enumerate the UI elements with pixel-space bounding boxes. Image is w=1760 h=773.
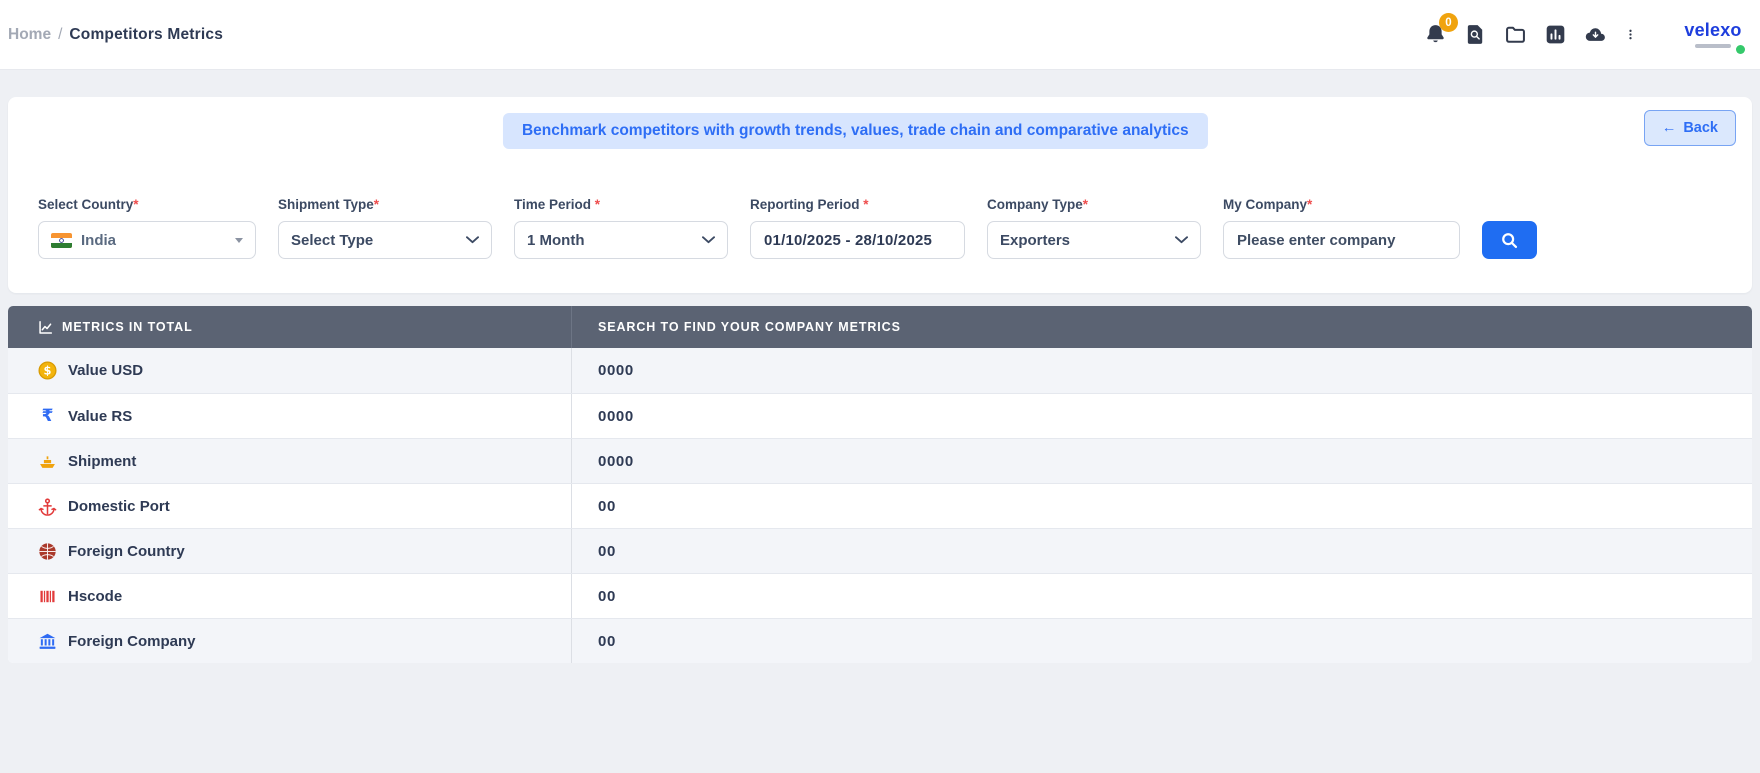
page-title: Competitors Metrics [69,25,224,43]
company-type-value: Exporters [1000,231,1071,249]
document-search-icon[interactable] [1464,23,1487,46]
kebab-menu-icon[interactable] [1624,23,1637,46]
globe-icon [38,542,57,561]
reporting-period-label: Reporting Period [750,197,864,212]
breadcrumb-separator: / [58,25,63,43]
required-asterisk: * [373,197,380,212]
my-company-input[interactable] [1223,221,1460,259]
reporting-period-input[interactable] [750,221,965,259]
top-icon-toolbar: 0 [1424,13,1754,54]
my-company-field: My Company* [1223,197,1460,259]
filter-panel: Benchmark competitors with growth trends… [8,97,1752,293]
logo-text: velexo [1684,20,1742,40]
country-label: Select Country [38,197,134,212]
dollar-coin-icon: $ [38,361,57,380]
company-type-select[interactable]: Exporters [987,221,1201,259]
back-arrow-icon: ← [1661,120,1677,136]
line-chart-icon [39,320,53,334]
metric-value: 0000 [598,452,634,470]
time-period-select[interactable]: 1 Month [514,221,728,259]
required-asterisk: * [863,197,869,212]
table-row: Foreign Company 00 [8,618,1752,663]
breadcrumb: Home / Competitors Metrics [8,26,223,44]
time-period-value: 1 Month [527,231,585,249]
required-asterisk: * [1082,197,1089,212]
metrics-table: METRICS IN TOTAL SEARCH TO FIND YOUR COM… [8,306,1752,663]
column-header-metrics: METRICS IN TOTAL [62,320,193,334]
required-asterisk: * [594,197,601,212]
table-header-row: METRICS IN TOTAL SEARCH TO FIND YOUR COM… [8,306,1752,348]
rupee-icon: ₹ [41,405,54,426]
chevron-down-icon [702,236,715,244]
india-flag-icon [51,232,72,248]
metric-value: 0000 [598,407,634,425]
back-button[interactable]: ← Back [1643,110,1736,146]
status-dot [1736,45,1745,54]
table-body: $ Value USD 0000 ₹ Value RS 0000 Shipmen… [8,348,1752,663]
table-row: ₹ Value RS 0000 [8,393,1752,438]
metric-value: 00 [598,542,616,560]
company-type-field: Company Type* Exporters [987,197,1201,259]
search-button[interactable] [1482,221,1537,259]
shipment-type-value: Select Type [291,231,374,249]
bar-chart-icon[interactable] [1544,23,1567,46]
table-row: Foreign Country 00 [8,528,1752,573]
table-row: Domestic Port 00 [8,483,1752,528]
bell-icon[interactable]: 0 [1424,13,1458,46]
shipment-type-field: Shipment Type* Select Type [278,197,492,259]
filter-row: Select Country* India Sh [8,151,1752,259]
metric-value: 00 [598,632,616,650]
search-icon [1502,232,1518,248]
metric-label: Foreign Country [68,542,185,560]
breadcrumb-home-link[interactable]: Home [8,25,52,43]
time-period-label: Time Period [514,197,595,212]
reporting-period-field: Reporting Period * [750,197,965,259]
bank-icon [38,632,57,651]
logo-tagline [1695,44,1731,48]
metric-label: Domestic Port [68,497,170,515]
chevron-down-icon [466,236,479,244]
chevron-down-icon [1175,236,1188,244]
caret-down-icon [235,237,243,243]
metric-value: 00 [598,497,616,515]
metric-label: Shipment [68,452,137,470]
metric-label: Hscode [68,587,123,605]
top-bar: Home / Competitors Metrics 0 [0,0,1760,70]
cloud-download-icon[interactable] [1584,23,1607,46]
anchor-icon [38,497,57,516]
metric-label: Foreign Company [68,632,196,650]
country-select[interactable]: India [38,221,256,259]
table-row: Shipment 0000 [8,438,1752,483]
shipment-type-select[interactable]: Select Type [278,221,492,259]
banner-row: Benchmark competitors with growth trends… [8,110,1752,151]
notification-badge: 0 [1439,13,1458,32]
column-header-company-metrics: SEARCH TO FIND YOUR COMPANY METRICS [598,320,901,334]
velexo-logo[interactable]: velexo [1678,20,1748,54]
time-period-field: Time Period * 1 Month [514,197,728,259]
country-field: Select Country* India [38,197,256,259]
my-company-label: My Company [1223,197,1308,212]
page-description-banner: Benchmark competitors with growth trends… [502,113,1208,149]
back-button-label: Back [1683,120,1718,136]
metric-label: Value RS [68,407,133,425]
folder-icon[interactable] [1504,23,1527,46]
table-row: Hscode 00 [8,573,1752,618]
company-type-label: Company Type [987,197,1083,212]
required-asterisk: * [133,197,139,212]
metric-value: 00 [598,587,616,605]
ship-icon [38,452,57,471]
table-row: $ Value USD 0000 [8,348,1752,393]
barcode-icon [38,587,57,606]
shipment-type-label: Shipment Type [278,197,374,212]
metric-label: Value USD [68,362,144,379]
country-value: India [81,231,117,249]
svg-text:$: $ [44,364,52,378]
required-asterisk: * [1307,197,1313,212]
metric-value: 0000 [598,362,634,379]
